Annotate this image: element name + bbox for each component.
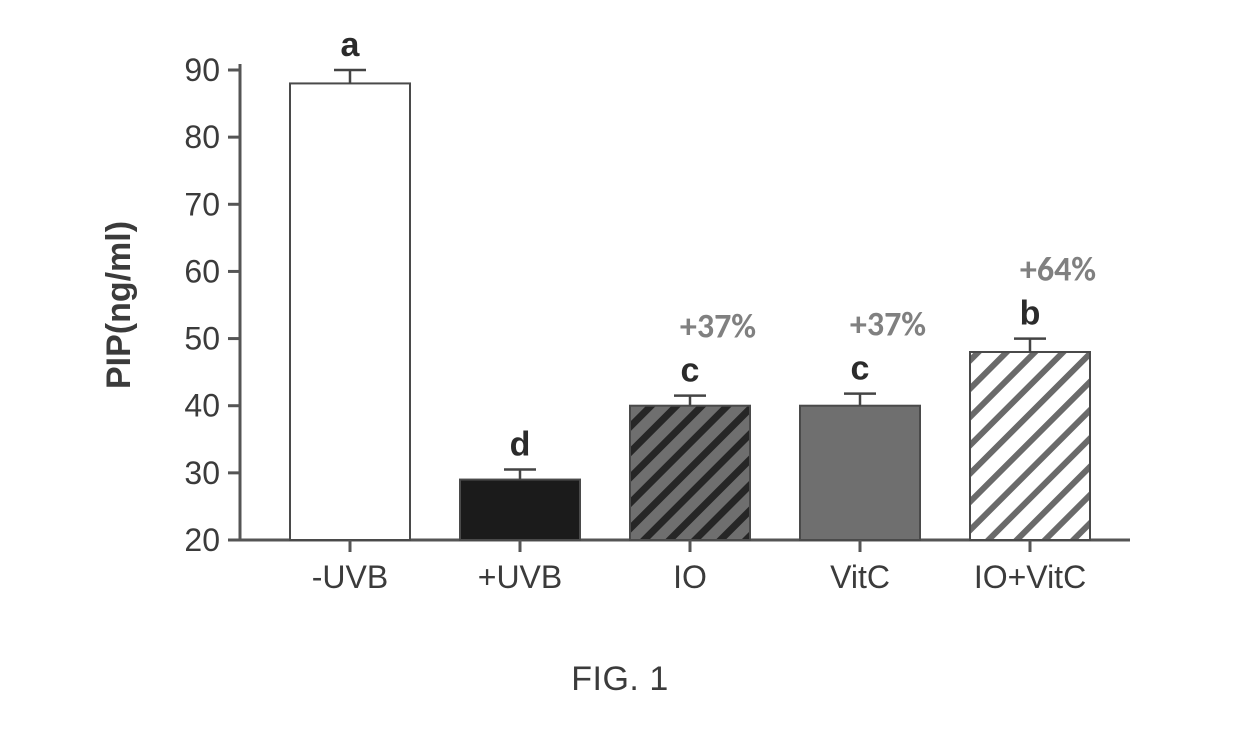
svg-text:60: 60 <box>184 253 220 289</box>
bar-uvb <box>460 480 580 540</box>
svg-text:70: 70 <box>184 186 220 222</box>
svg-text:PIP(ng/ml): PIP(ng/ml) <box>100 221 138 389</box>
svg-text:30: 30 <box>184 455 220 491</box>
svg-text:90: 90 <box>184 52 220 88</box>
sig-letter: c <box>681 352 700 390</box>
sig-letter: c <box>851 350 870 388</box>
svg-text:40: 40 <box>184 388 220 424</box>
bar-vitc <box>800 406 920 540</box>
sig-letter: d <box>510 426 531 464</box>
bar-iovitc <box>970 352 1090 540</box>
category-label: VitC <box>830 559 890 595</box>
figure-caption: FIG. 1 <box>0 660 1240 699</box>
sig-letter: b <box>1020 295 1041 333</box>
bar-io <box>630 406 750 540</box>
category-label: IO <box>673 559 707 595</box>
bar-uvb <box>290 83 410 540</box>
chart-svg: 20 30 40 50 60 70 80 90 PIP(ng/ml) a -UVB d +UVB c +37… <box>80 30 1160 630</box>
pct-label: +64% <box>1020 250 1096 291</box>
category-label: +UVB <box>478 559 562 595</box>
category-label: IO+VitC <box>974 559 1086 595</box>
pct-label: +37% <box>850 305 926 346</box>
bar-chart: 20 30 40 50 60 70 80 90 PIP(ng/ml) a -UVB d +UVB c +37… <box>80 30 1160 630</box>
svg-text:80: 80 <box>184 119 220 155</box>
sig-letter: a <box>341 30 361 64</box>
pct-label: +37% <box>680 307 756 348</box>
svg-text:50: 50 <box>184 321 220 357</box>
figure-page: 20 30 40 50 60 70 80 90 PIP(ng/ml) a -UVB d +UVB c +37… <box>0 0 1240 750</box>
svg-text:20: 20 <box>184 522 220 558</box>
category-label: -UVB <box>312 559 388 595</box>
